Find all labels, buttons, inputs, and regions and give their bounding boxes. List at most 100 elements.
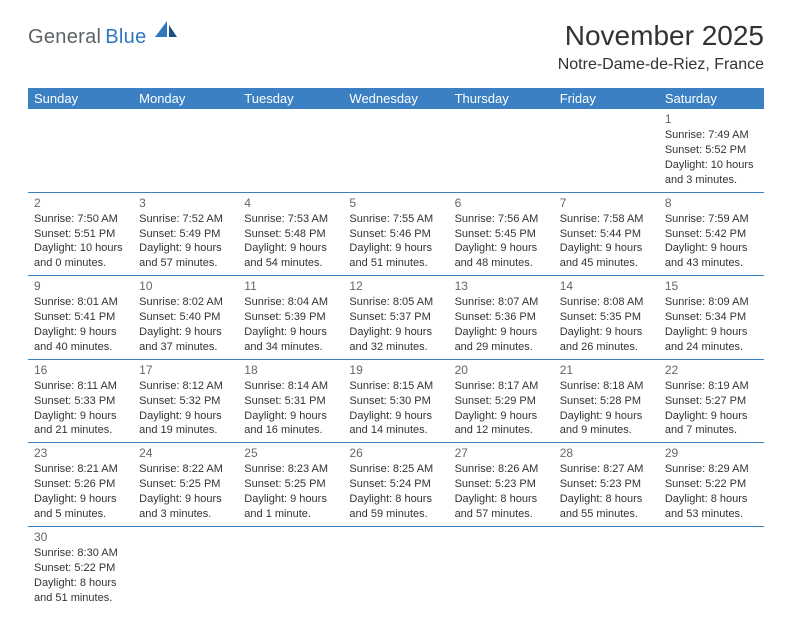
sunset-text: Sunset: 5:36 PM — [455, 310, 548, 325]
location: Notre-Dame-de-Riez, France — [558, 56, 764, 74]
sunset-text: Sunset: 5:33 PM — [34, 394, 127, 409]
day-cell: 23Sunrise: 8:21 AMSunset: 5:26 PMDayligh… — [28, 443, 133, 527]
day-number: 4 — [244, 195, 337, 211]
title-block: November 2025 Notre-Dame-de-Riez, France — [558, 20, 764, 74]
sunrise-text: Sunrise: 8:09 AM — [665, 295, 758, 310]
brand-logo: GeneralBlue — [28, 26, 179, 49]
day-number: 8 — [665, 195, 758, 211]
day-number: 28 — [560, 445, 653, 461]
day-cell: 8Sunrise: 7:59 AMSunset: 5:42 PMDaylight… — [659, 192, 764, 276]
dayname-sat: Saturday — [659, 88, 764, 109]
daylight-text: Daylight: 9 hours and 24 minutes. — [665, 325, 758, 355]
daylight-text: Daylight: 9 hours and 34 minutes. — [244, 325, 337, 355]
sail-icon — [153, 19, 179, 44]
day-cell: 17Sunrise: 8:12 AMSunset: 5:32 PMDayligh… — [133, 359, 238, 443]
dayname-tue: Tuesday — [238, 88, 343, 109]
day-number: 17 — [139, 362, 232, 378]
day-number: 29 — [665, 445, 758, 461]
sunrise-text: Sunrise: 8:29 AM — [665, 462, 758, 477]
header: GeneralBlue November 2025 Notre-Dame-de-… — [28, 20, 764, 74]
sunrise-text: Sunrise: 8:21 AM — [34, 462, 127, 477]
sunrise-text: Sunrise: 8:12 AM — [139, 379, 232, 394]
sunrise-text: Sunrise: 8:19 AM — [665, 379, 758, 394]
daylight-text: Daylight: 8 hours and 59 minutes. — [349, 492, 442, 522]
day-cell — [554, 109, 659, 192]
daylight-text: Daylight: 9 hours and 7 minutes. — [665, 409, 758, 439]
day-number: 6 — [455, 195, 548, 211]
day-number: 7 — [560, 195, 653, 211]
daylight-text: Daylight: 9 hours and 37 minutes. — [139, 325, 232, 355]
daylight-text: Daylight: 9 hours and 14 minutes. — [349, 409, 442, 439]
day-number: 1 — [665, 111, 758, 127]
day-cell: 24Sunrise: 8:22 AMSunset: 5:25 PMDayligh… — [133, 443, 238, 527]
day-cell: 12Sunrise: 8:05 AMSunset: 5:37 PMDayligh… — [343, 276, 448, 360]
sunset-text: Sunset: 5:35 PM — [560, 310, 653, 325]
day-number: 13 — [455, 278, 548, 294]
day-number: 25 — [244, 445, 337, 461]
sunrise-text: Sunrise: 8:08 AM — [560, 295, 653, 310]
sunrise-text: Sunrise: 8:17 AM — [455, 379, 548, 394]
brand-name-1: General — [28, 26, 101, 49]
sunrise-text: Sunrise: 8:04 AM — [244, 295, 337, 310]
sunrise-text: Sunrise: 8:01 AM — [34, 295, 127, 310]
sunrise-text: Sunrise: 8:30 AM — [34, 546, 127, 561]
sunset-text: Sunset: 5:34 PM — [665, 310, 758, 325]
sunrise-text: Sunrise: 7:59 AM — [665, 212, 758, 227]
sunset-text: Sunset: 5:24 PM — [349, 477, 442, 492]
sunset-text: Sunset: 5:45 PM — [455, 227, 548, 242]
day-cell: 9Sunrise: 8:01 AMSunset: 5:41 PMDaylight… — [28, 276, 133, 360]
day-cell: 5Sunrise: 7:55 AMSunset: 5:46 PMDaylight… — [343, 192, 448, 276]
sunset-text: Sunset: 5:32 PM — [139, 394, 232, 409]
day-cell — [554, 526, 659, 609]
sunset-text: Sunset: 5:30 PM — [349, 394, 442, 409]
day-cell — [449, 109, 554, 192]
sunset-text: Sunset: 5:23 PM — [560, 477, 653, 492]
day-cell — [133, 526, 238, 609]
day-number: 3 — [139, 195, 232, 211]
day-cell — [238, 526, 343, 609]
sunset-text: Sunset: 5:29 PM — [455, 394, 548, 409]
daylight-text: Daylight: 9 hours and 21 minutes. — [34, 409, 127, 439]
sunset-text: Sunset: 5:37 PM — [349, 310, 442, 325]
sunset-text: Sunset: 5:23 PM — [455, 477, 548, 492]
daylight-text: Daylight: 9 hours and 9 minutes. — [560, 409, 653, 439]
sunset-text: Sunset: 5:31 PM — [244, 394, 337, 409]
day-number: 27 — [455, 445, 548, 461]
daylight-text: Daylight: 8 hours and 55 minutes. — [560, 492, 653, 522]
dayname-thu: Thursday — [449, 88, 554, 109]
sunset-text: Sunset: 5:28 PM — [560, 394, 653, 409]
daylight-text: Daylight: 9 hours and 51 minutes. — [349, 241, 442, 271]
day-cell: 26Sunrise: 8:25 AMSunset: 5:24 PMDayligh… — [343, 443, 448, 527]
day-number: 2 — [34, 195, 127, 211]
sunset-text: Sunset: 5:42 PM — [665, 227, 758, 242]
day-number: 20 — [455, 362, 548, 378]
day-number: 15 — [665, 278, 758, 294]
daylight-text: Daylight: 9 hours and 1 minute. — [244, 492, 337, 522]
sunrise-text: Sunrise: 7:50 AM — [34, 212, 127, 227]
daylight-text: Daylight: 9 hours and 48 minutes. — [455, 241, 548, 271]
sunset-text: Sunset: 5:51 PM — [34, 227, 127, 242]
sunrise-text: Sunrise: 8:23 AM — [244, 462, 337, 477]
day-cell — [238, 109, 343, 192]
daylight-text: Daylight: 9 hours and 32 minutes. — [349, 325, 442, 355]
daylight-text: Daylight: 9 hours and 57 minutes. — [139, 241, 232, 271]
sunset-text: Sunset: 5:26 PM — [34, 477, 127, 492]
sunrise-text: Sunrise: 7:52 AM — [139, 212, 232, 227]
daylight-text: Daylight: 9 hours and 45 minutes. — [560, 241, 653, 271]
day-cell — [343, 526, 448, 609]
sunrise-text: Sunrise: 7:53 AM — [244, 212, 337, 227]
day-number: 11 — [244, 278, 337, 294]
day-cell: 15Sunrise: 8:09 AMSunset: 5:34 PMDayligh… — [659, 276, 764, 360]
day-number: 24 — [139, 445, 232, 461]
day-number: 16 — [34, 362, 127, 378]
sunrise-text: Sunrise: 7:55 AM — [349, 212, 442, 227]
day-cell: 16Sunrise: 8:11 AMSunset: 5:33 PMDayligh… — [28, 359, 133, 443]
calendar-table: Sunday Monday Tuesday Wednesday Thursday… — [28, 88, 764, 609]
day-number: 30 — [34, 529, 127, 545]
sunrise-text: Sunrise: 7:49 AM — [665, 128, 758, 143]
day-cell: 6Sunrise: 7:56 AMSunset: 5:45 PMDaylight… — [449, 192, 554, 276]
day-number: 21 — [560, 362, 653, 378]
day-cell — [343, 109, 448, 192]
day-cell: 29Sunrise: 8:29 AMSunset: 5:22 PMDayligh… — [659, 443, 764, 527]
day-number: 12 — [349, 278, 442, 294]
